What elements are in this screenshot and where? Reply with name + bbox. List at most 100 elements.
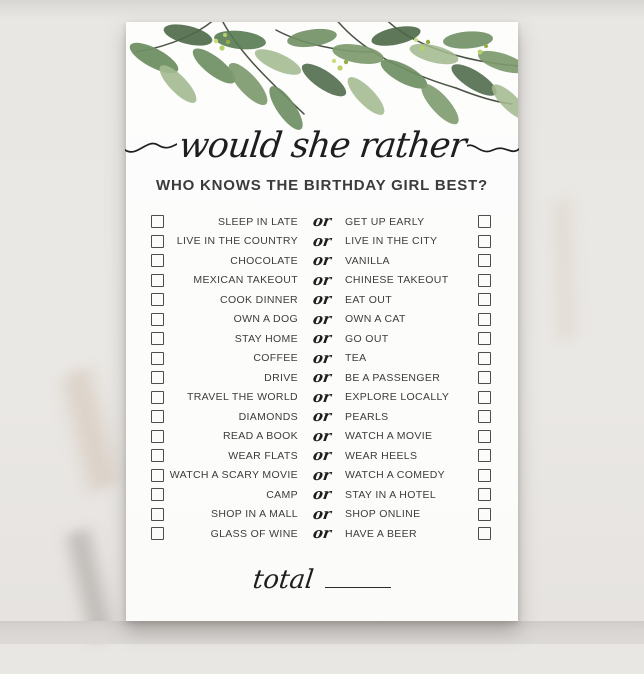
left-option-label: GLASS OF WINE [210, 527, 298, 540]
right-option-checkbox[interactable] [478, 273, 491, 287]
left-option-checkbox[interactable] [151, 390, 164, 404]
left-option-label: CHOCOLATE [230, 254, 298, 267]
question-row: STAY HOME or GO OUT [126, 329, 518, 349]
question-row: CAMP or STAY IN A HOTEL [126, 485, 518, 505]
right-option-checkbox[interactable] [478, 410, 491, 424]
left-option-checkbox[interactable] [151, 332, 164, 346]
right-option-label: PEARLS [345, 410, 389, 423]
right-option-label: LIVE IN THE CITY [345, 235, 438, 247]
left-option-checkbox[interactable] [151, 234, 164, 248]
or-label: or [311, 446, 333, 465]
right-option-label: TEA [345, 352, 367, 364]
left-option-label: TRAVEL THE WORLD [186, 391, 298, 403]
question-row: READ A BOOK or WATCH A MOVIE [126, 427, 518, 447]
left-option-checkbox[interactable] [151, 468, 164, 482]
calligraphy-swash-right-icon [467, 144, 520, 153]
right-option-checkbox[interactable] [478, 371, 491, 385]
right-option-label: SHOP ONLINE [345, 508, 421, 520]
right-option-checkbox[interactable] [478, 215, 491, 229]
right-option-checkbox[interactable] [478, 488, 491, 502]
question-row: GLASS OF WINE or HAVE A BEER [126, 524, 518, 544]
left-option-checkbox[interactable] [151, 273, 164, 287]
left-option-checkbox[interactable] [151, 371, 164, 385]
question-row: MEXICAN TAKEOUT or CHINESE TAKEOUT [126, 271, 518, 291]
or-label: or [311, 251, 333, 270]
left-option-checkbox[interactable] [151, 312, 164, 326]
or-label: or [311, 368, 333, 387]
right-option-label: WEAR HEELS [345, 449, 418, 462]
left-option-label: LIVE IN THE COUNTRY [176, 235, 298, 247]
right-option-label: GO OUT [345, 332, 389, 345]
total-row: total [126, 558, 518, 602]
or-label: or [311, 407, 333, 426]
left-option-checkbox[interactable] [151, 254, 164, 268]
or-label: or [311, 387, 333, 406]
calligraphy-swash-left-icon [124, 142, 177, 153]
berries [213, 33, 488, 71]
right-option-checkbox[interactable] [478, 293, 491, 307]
question-row: COOK DINNER or EAT OUT [126, 290, 518, 310]
question-row: COFFEE or TEA [126, 349, 518, 369]
leaves [129, 24, 518, 130]
right-option-checkbox[interactable] [478, 468, 491, 482]
left-option-checkbox[interactable] [151, 351, 164, 365]
left-option-checkbox[interactable] [151, 488, 164, 502]
game-card: would she rather WHO KNOWS THE BIRTHDAY … [124, 22, 520, 621]
left-option-checkbox[interactable] [151, 429, 164, 443]
left-option-checkbox[interactable] [151, 527, 164, 541]
or-label: or [311, 231, 333, 250]
right-option-label: GET UP EARLY [345, 215, 425, 228]
greenery-decoration [129, 22, 518, 130]
question-row: LIVE IN THE COUNTRY or LIVE IN THE CITY [126, 232, 518, 252]
or-label: or [311, 426, 333, 445]
right-option-checkbox[interactable] [478, 527, 491, 541]
left-option-checkbox[interactable] [151, 215, 164, 229]
right-option-checkbox[interactable] [478, 390, 491, 404]
or-label: or [311, 524, 333, 543]
right-option-checkbox[interactable] [478, 351, 491, 365]
left-option-checkbox[interactable] [151, 449, 164, 463]
right-option-label: WATCH A MOVIE [345, 430, 433, 442]
left-option-label: WEAR FLATS [228, 449, 298, 462]
right-option-checkbox[interactable] [478, 449, 491, 463]
left-option-label: SLEEP IN LATE [217, 215, 298, 228]
question-row: SLEEP IN LATE or GET UP EARLY [126, 212, 518, 232]
or-label: or [311, 212, 333, 231]
or-label: or [311, 329, 333, 348]
question-row: CHOCOLATE or VANILLA [126, 251, 518, 271]
left-option-checkbox[interactable] [151, 293, 164, 307]
title-row: would she rather [124, 114, 520, 178]
right-option-checkbox[interactable] [478, 234, 491, 248]
left-option-label: COFFEE [253, 352, 298, 364]
left-option-label: DRIVE [264, 371, 298, 384]
right-option-checkbox[interactable] [478, 507, 491, 521]
or-label: or [311, 348, 333, 367]
left-option-label: MEXICAN TAKEOUT [193, 274, 298, 286]
question-row: OWN A DOG or OWN A CAT [126, 310, 518, 330]
question-row: WATCH A SCARY MOVIE or WATCH A COMEDY [126, 466, 518, 486]
or-label: or [311, 270, 333, 289]
question-row: WEAR FLATS or WEAR HEELS [126, 446, 518, 466]
left-option-checkbox[interactable] [151, 410, 164, 424]
right-option-checkbox[interactable] [478, 429, 491, 443]
right-option-checkbox[interactable] [478, 254, 491, 268]
right-option-label: OWN A CAT [345, 313, 406, 325]
left-option-label: SHOP IN A MALL [211, 508, 298, 520]
table-edge [0, 621, 644, 644]
or-label: or [311, 309, 333, 328]
right-option-label: VANILLA [345, 254, 390, 267]
left-option-label: READ A BOOK [222, 430, 298, 442]
total-blank-line[interactable] [325, 586, 392, 588]
subtitle: WHO KNOWS THE BIRTHDAY GIRL BEST? [156, 177, 488, 194]
left-option-label: COOK DINNER [220, 293, 298, 306]
right-option-checkbox[interactable] [478, 332, 491, 346]
right-option-label: STAY IN A HOTEL [345, 488, 437, 501]
left-option-checkbox[interactable] [151, 507, 164, 521]
right-option-label: BE A PASSENGER [345, 371, 441, 384]
right-option-checkbox[interactable] [478, 312, 491, 326]
or-label: or [311, 485, 333, 504]
or-label: or [311, 290, 333, 309]
question-row: DIAMONDS or PEARLS [126, 407, 518, 427]
right-option-label: WATCH A COMEDY [345, 469, 445, 481]
